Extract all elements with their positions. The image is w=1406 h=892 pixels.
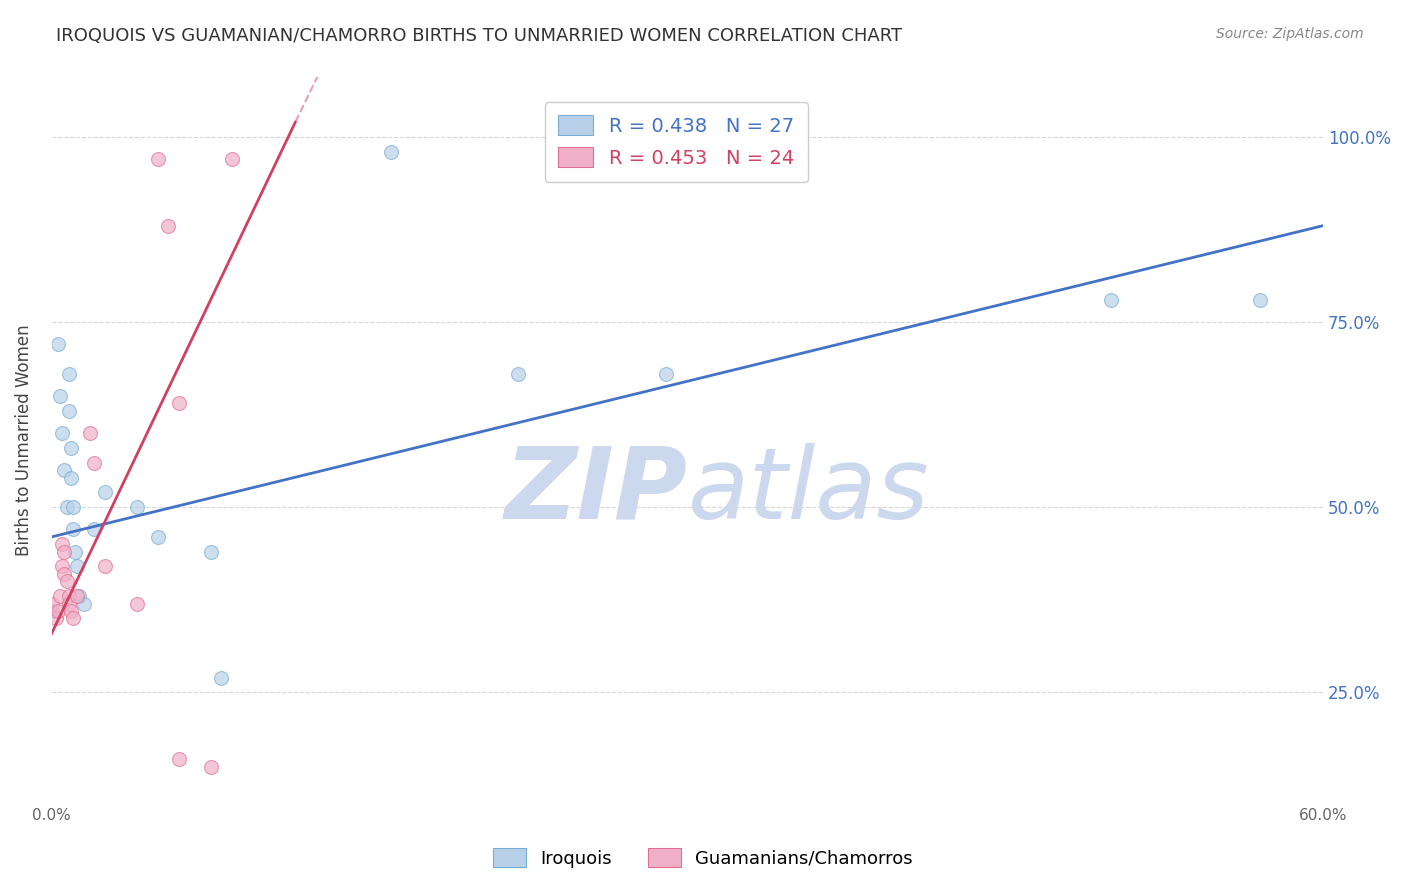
Point	[167, 752, 190, 766]
Point	[83, 523, 105, 537]
Point	[49, 389, 72, 403]
Point	[167, 396, 190, 410]
Point	[125, 500, 148, 515]
Point	[125, 597, 148, 611]
Point	[380, 145, 402, 159]
Point	[59, 470, 82, 484]
Legend: R = 0.438   N = 27, R = 0.453   N = 24: R = 0.438 N = 27, R = 0.453 N = 24	[544, 102, 807, 182]
Text: Source: ZipAtlas.com: Source: ZipAtlas.com	[1216, 27, 1364, 41]
Point	[209, 671, 232, 685]
Point	[49, 589, 72, 603]
Point	[41, 604, 63, 618]
Point	[58, 597, 80, 611]
Point	[46, 604, 69, 618]
Point	[67, 589, 90, 603]
Text: atlas: atlas	[688, 442, 929, 540]
Point	[58, 367, 80, 381]
Point	[46, 337, 69, 351]
Point	[146, 530, 169, 544]
Point	[93, 559, 115, 574]
Point	[200, 759, 222, 773]
Point	[59, 441, 82, 455]
Point	[59, 604, 82, 618]
Point	[1249, 293, 1271, 307]
Point	[51, 426, 73, 441]
Point	[45, 611, 67, 625]
Point	[79, 426, 101, 441]
Point	[146, 152, 169, 166]
Point	[51, 559, 73, 574]
Point	[41, 597, 63, 611]
Point	[506, 367, 529, 381]
Point	[200, 544, 222, 558]
Point	[72, 597, 94, 611]
Y-axis label: Births to Unmarried Women: Births to Unmarried Women	[15, 325, 32, 557]
Point	[53, 463, 76, 477]
Point	[53, 544, 76, 558]
Point	[58, 589, 80, 603]
Text: IROQUOIS VS GUAMANIAN/CHAMORRO BIRTHS TO UNMARRIED WOMEN CORRELATION CHART: IROQUOIS VS GUAMANIAN/CHAMORRO BIRTHS TO…	[56, 27, 903, 45]
Point	[62, 611, 84, 625]
Text: ZIP: ZIP	[505, 442, 688, 540]
Point	[93, 485, 115, 500]
Point	[53, 566, 76, 581]
Point	[1099, 293, 1122, 307]
Point	[66, 589, 89, 603]
Legend: Iroquois, Guamanians/Chamorros: Iroquois, Guamanians/Chamorros	[482, 838, 924, 879]
Point	[221, 152, 243, 166]
Point	[66, 559, 89, 574]
Point	[83, 456, 105, 470]
Point	[157, 219, 180, 233]
Point	[62, 523, 84, 537]
Point	[655, 367, 678, 381]
Point	[55, 574, 77, 589]
Point	[62, 500, 84, 515]
Point	[51, 537, 73, 551]
Point	[58, 404, 80, 418]
Point	[55, 500, 77, 515]
Point	[63, 544, 86, 558]
